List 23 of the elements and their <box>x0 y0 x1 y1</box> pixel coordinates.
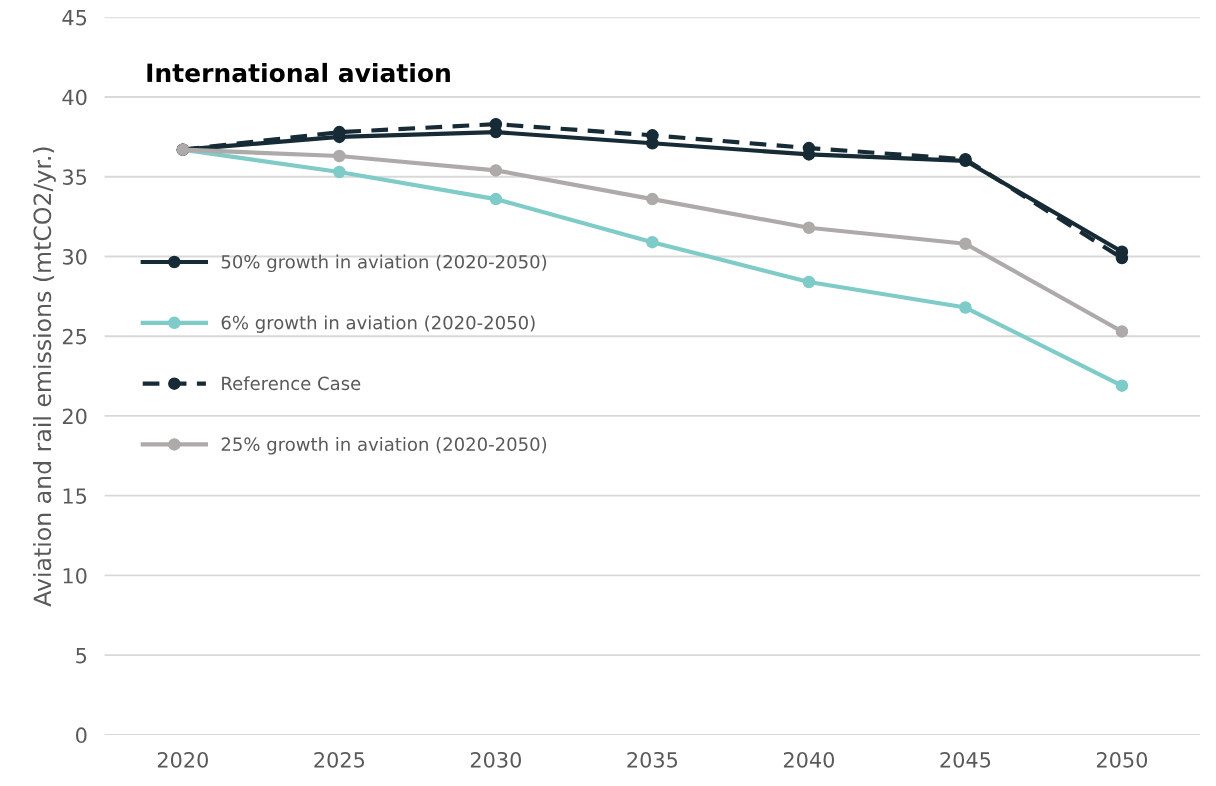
x-tick-label: 2050 <box>1096 751 1148 768</box>
y-tick-label: 35 <box>62 169 87 185</box>
x-tick-label: 2025 <box>314 751 365 768</box>
y-tick-label: 45 <box>62 10 87 26</box>
legend-label: 50% growth in aviation (2020-2050) <box>221 254 547 273</box>
x-tick-label: 2040 <box>783 751 835 768</box>
y-tick-label: 0 <box>76 727 87 744</box>
legend-label: 25% growth in aviation (2020-2050) <box>221 437 547 455</box>
y-tick-label: 10 <box>63 567 87 584</box>
text: International aviation <box>147 62 450 83</box>
legend-label: Reference Case <box>222 376 361 391</box>
y-tick-label: 40 <box>62 89 87 106</box>
x-tick-label: 2035 <box>627 751 678 768</box>
y-tick-label: 5 <box>76 647 87 664</box>
y-tick-label: 25 <box>62 328 87 345</box>
y-tick-label: 30 <box>62 248 87 265</box>
legend-label: 6% growth in aviation (2020-2050) <box>221 315 535 333</box>
x-tick-label: 2030 <box>470 751 521 768</box>
x-tick-label: 2020 <box>157 751 208 768</box>
y-axis-title: Aviation and rail emissions (mtCO2/yr.) <box>32 147 56 607</box>
y-tick-label: 20 <box>62 408 87 425</box>
x-tick-label: 2045 <box>940 751 991 768</box>
y-tick-label: 15 <box>63 488 87 504</box>
